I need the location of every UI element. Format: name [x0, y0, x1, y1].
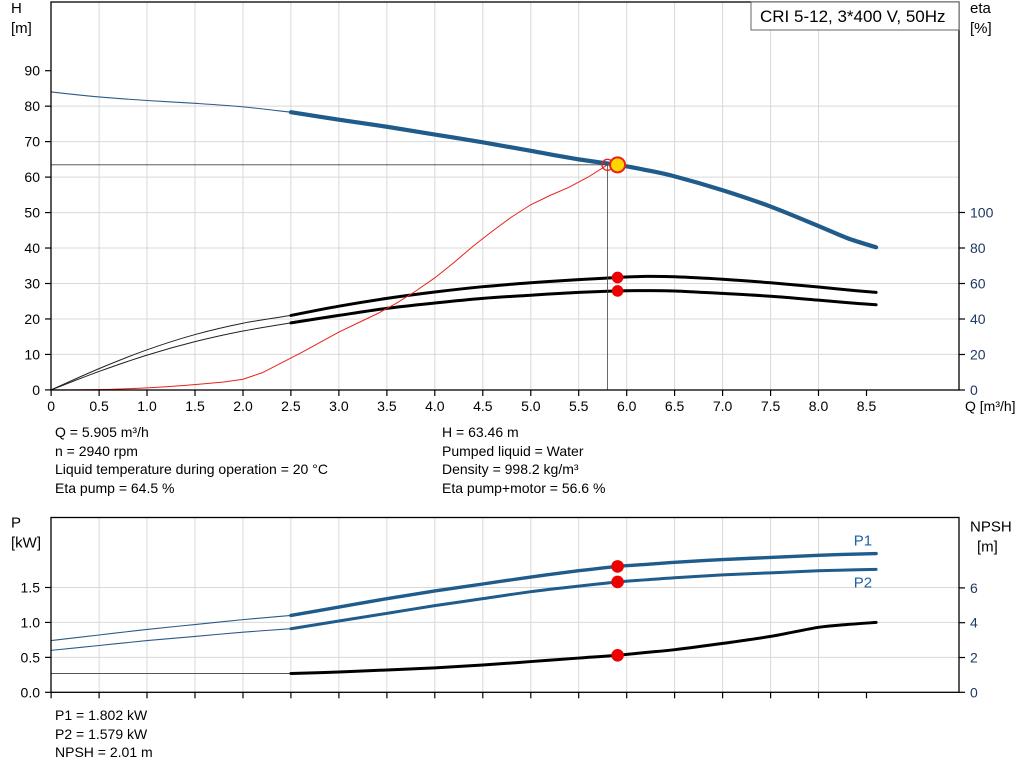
svg-text:P1: P1 — [854, 533, 872, 550]
svg-text:P2: P2 — [854, 574, 872, 591]
svg-text:0: 0 — [970, 684, 978, 700]
svg-text:NPSH: NPSH — [970, 519, 1012, 536]
svg-text:0.5: 0.5 — [21, 649, 41, 665]
svg-text:2: 2 — [970, 650, 978, 666]
svg-text:[kW]: [kW] — [11, 535, 41, 552]
svg-text:0.0: 0.0 — [21, 684, 41, 700]
svg-text:[m]: [m] — [977, 539, 998, 556]
svg-text:4: 4 — [970, 615, 978, 631]
svg-text:1.5: 1.5 — [21, 579, 41, 595]
svg-text:P: P — [11, 515, 21, 532]
svg-text:6: 6 — [970, 580, 978, 596]
svg-text:1.0: 1.0 — [21, 614, 41, 630]
